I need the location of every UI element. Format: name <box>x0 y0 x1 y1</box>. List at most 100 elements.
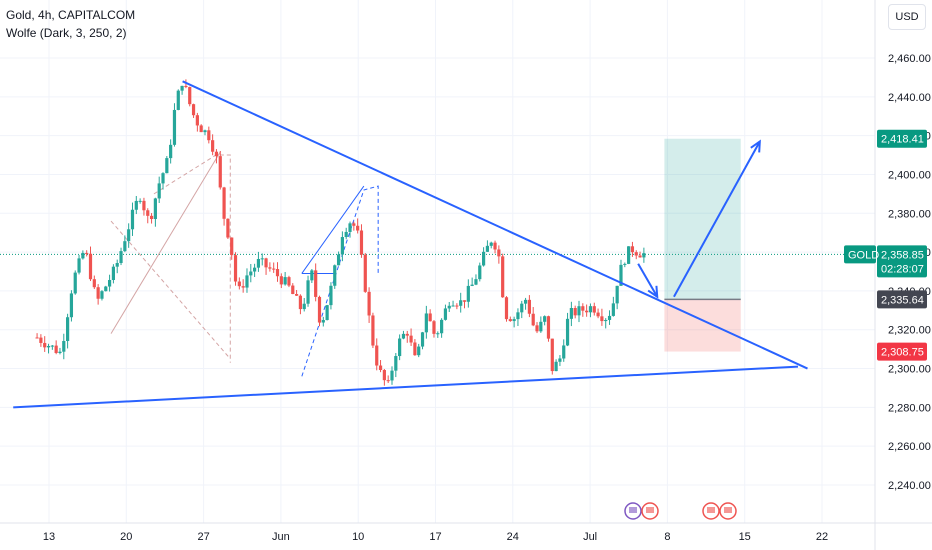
price-tick-label: 2,440.00 <box>888 92 931 104</box>
candle-body <box>245 275 249 288</box>
currency-button[interactable]: USD <box>888 4 926 30</box>
candle-body <box>111 266 116 280</box>
flag-icon-fill <box>629 507 637 513</box>
candle-body <box>77 258 81 273</box>
arrow-head <box>750 139 761 153</box>
candle-body <box>73 272 77 294</box>
candle-body <box>340 237 344 255</box>
candle-body <box>363 254 367 292</box>
candle-body <box>405 333 409 336</box>
candle-body <box>642 253 646 258</box>
time-axis[interactable]: 13 20 27 Jun 10 17 24 Jul 8 15 22 <box>0 522 932 543</box>
candle-body <box>501 256 505 298</box>
candle-body <box>386 380 390 382</box>
candle-body <box>554 361 558 372</box>
candle-body <box>481 251 486 266</box>
countdown-tag: 02:28:07 <box>881 263 924 275</box>
wolfe-trendlines[interactable] <box>13 80 808 409</box>
grid <box>0 0 875 523</box>
candle-body <box>413 342 417 356</box>
candle-body <box>611 303 615 316</box>
candle-body <box>149 215 154 220</box>
time-tick-label: 8 <box>664 531 670 543</box>
candle-body <box>294 294 299 296</box>
candle-body <box>58 351 62 353</box>
arrow-head <box>647 285 659 299</box>
candle-body <box>546 316 551 339</box>
candle-body <box>161 173 165 184</box>
candle-body <box>317 296 322 323</box>
candle-body <box>539 321 543 332</box>
time-tick-label: 15 <box>739 531 751 543</box>
flag-icon-fill <box>707 507 715 513</box>
candle-body <box>558 358 562 362</box>
pattern-drawings <box>110 150 379 377</box>
candle-body <box>203 130 207 133</box>
candle-body <box>455 305 459 307</box>
candle-body <box>565 318 570 346</box>
candle-body <box>233 255 238 282</box>
candle-body <box>638 255 642 258</box>
candle-body <box>43 342 47 348</box>
candle-body <box>470 284 474 286</box>
candle-body <box>440 319 444 334</box>
candle-body <box>630 246 635 253</box>
candle-body <box>447 305 451 309</box>
candle-body <box>226 218 230 238</box>
candle-body <box>188 87 192 105</box>
candle-body <box>382 370 386 381</box>
candle-body <box>153 198 157 220</box>
candle-body <box>142 200 146 211</box>
candle-body <box>523 299 528 304</box>
candle-body <box>569 307 573 319</box>
candle-body <box>81 252 85 259</box>
candle-body <box>165 158 169 174</box>
price-tick-label: 2,380.00 <box>888 208 931 220</box>
candle-body <box>279 276 283 285</box>
candle-body <box>409 335 413 343</box>
candle-body <box>356 225 360 231</box>
price-tick-label: 2,280.00 <box>888 402 931 414</box>
candle-body <box>573 307 577 316</box>
candle-body <box>256 258 261 268</box>
wolfe-upper-line[interactable] <box>182 80 808 370</box>
candle-body <box>390 370 394 381</box>
candle-body <box>146 210 150 216</box>
candle-body <box>50 345 54 347</box>
candle-body <box>436 333 440 335</box>
candle-body <box>46 345 51 348</box>
indicator-label[interactable]: Wolfe (Dark, 3, 250, 2) <box>6 26 127 40</box>
candle-body <box>184 85 188 88</box>
candle-body <box>69 293 74 318</box>
candle-body <box>352 223 356 226</box>
candle-body <box>607 315 612 320</box>
pattern-line <box>301 185 379 377</box>
wolfe-lower-line[interactable] <box>13 365 799 409</box>
candle-body <box>54 345 58 353</box>
candle-body <box>489 242 493 246</box>
candle-body <box>600 316 604 322</box>
candle-body <box>543 316 547 322</box>
candle-body <box>371 315 375 346</box>
candle-body <box>138 200 142 202</box>
candle-body <box>268 267 272 269</box>
candle-body <box>577 306 581 316</box>
entry-price-tag: 2,335.64 <box>881 294 924 306</box>
candle-body <box>615 285 619 304</box>
candle-body <box>344 231 348 238</box>
candle-body <box>504 297 509 320</box>
candle-body <box>478 265 482 280</box>
candle-body <box>550 338 554 372</box>
candle-body <box>394 356 398 371</box>
pattern-line <box>153 154 231 363</box>
candle-body <box>466 285 470 302</box>
candle-body <box>249 271 253 276</box>
candle-body <box>218 156 222 188</box>
candle-body <box>619 264 623 286</box>
candle-body <box>39 337 43 343</box>
symbol-tag-bg <box>844 245 876 264</box>
candle-body <box>88 253 93 280</box>
event-icons <box>624 502 737 520</box>
candle-body <box>443 308 448 320</box>
